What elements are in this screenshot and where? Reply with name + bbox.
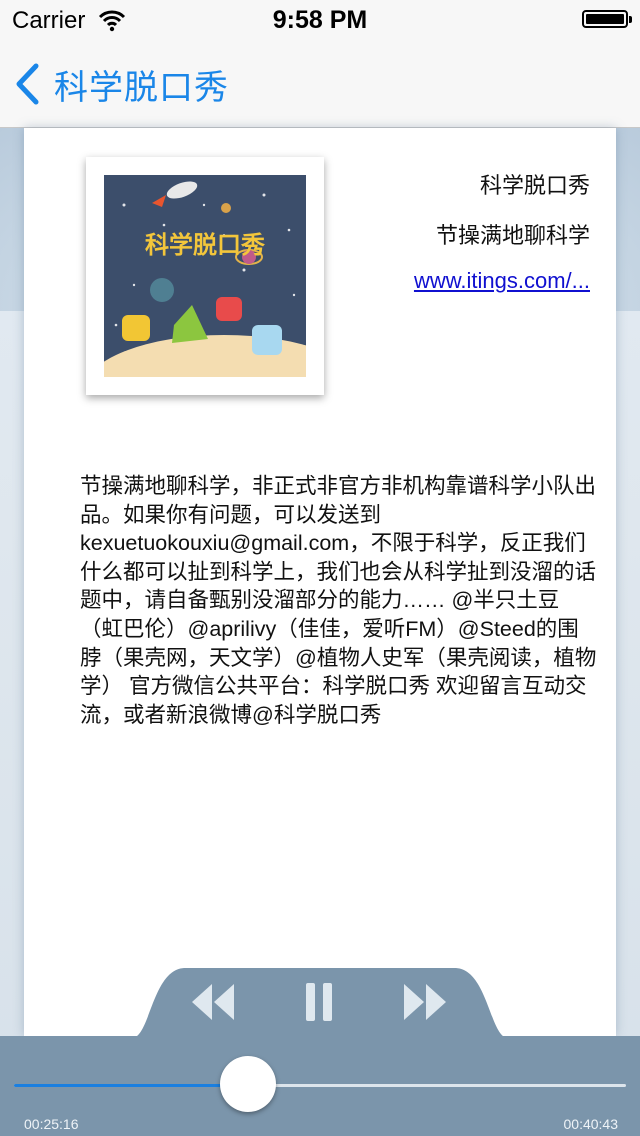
podcast-description: 节操满地聊科学，非正式非官方非机构靠谱科学小队出品。如果你有问题，可以发送到ke… (80, 474, 597, 727)
battery-icon (582, 10, 632, 28)
elapsed-time: 00:25:16 (24, 1116, 79, 1132)
chevron-left-icon (16, 63, 39, 105)
clock: 9:58 PM (272, 6, 368, 34)
progress-track[interactable] (14, 1084, 626, 1087)
wifi-icon (98, 10, 126, 32)
podcast-cover: 科学脱口秀 (86, 157, 324, 395)
controls-tab-shape (132, 968, 508, 1038)
cover-illustration: 科学脱口秀 (104, 175, 306, 377)
back-button[interactable]: 科学脱口秀 (12, 60, 229, 108)
navigation-bar: 科学脱口秀 (0, 40, 640, 128)
rewind-icon (192, 984, 234, 1020)
playback-controls (132, 966, 508, 1038)
total-time: 00:40:43 (563, 1116, 619, 1132)
podcast-title: 科学脱口秀 (479, 173, 590, 198)
pause-icon (306, 983, 332, 1021)
podcast-website-link[interactable]: www.itings.com/... (413, 268, 590, 293)
cover-artwork: 科学脱口秀 (104, 175, 306, 377)
nav-title: 科学脱口秀 (54, 68, 229, 107)
fast-forward-icon (404, 984, 446, 1020)
carrier-label: Carrier (12, 7, 86, 34)
podcast-subtitle: 节操满地聊科学 (435, 223, 590, 248)
podcast-info: 科学脱口秀 节操满地聊科学 www.itings.com/... (414, 168, 590, 294)
progress-fill (14, 1084, 248, 1087)
pause-button[interactable] (294, 980, 344, 1024)
progress-slider-thumb[interactable] (219, 1056, 276, 1112)
rewind-button[interactable] (188, 980, 238, 1024)
status-bar: Carrier 9:58 PM (0, 0, 640, 40)
cover-title: 科学脱口秀 (145, 231, 265, 259)
fast-forward-button[interactable] (400, 980, 450, 1024)
